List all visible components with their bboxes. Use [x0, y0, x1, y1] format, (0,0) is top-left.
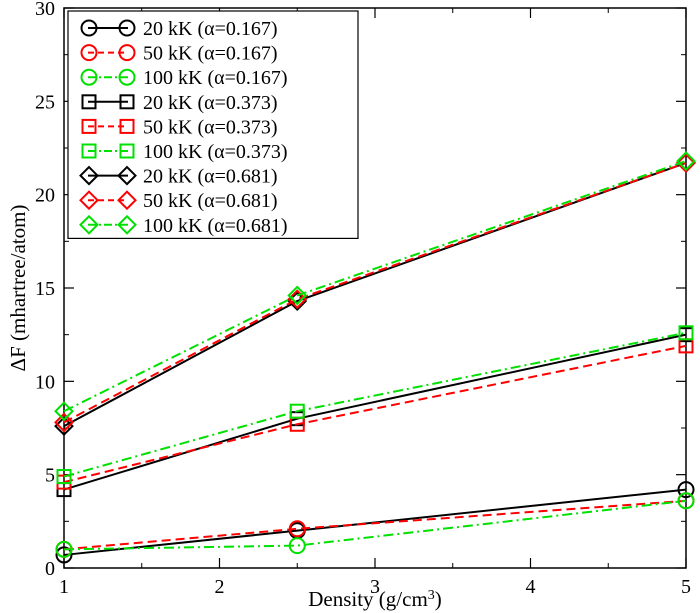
legend-label: 20 kK (α=0.373) — [143, 92, 278, 114]
legend-marker — [117, 214, 137, 235]
data-point — [678, 325, 694, 341]
series-6 — [56, 325, 694, 485]
legend-marker — [118, 44, 136, 62]
series-line — [63, 344, 687, 484]
series-line — [63, 499, 687, 551]
legend-label: 100 kK (α=0.167) — [143, 67, 288, 89]
x-axis-title-superscript: 3 — [428, 588, 435, 603]
legend-entry: 100 kK (α=0.373) — [81, 141, 288, 163]
x-tick-label: 1 — [59, 576, 69, 598]
legend-marker — [117, 165, 137, 186]
legend-marker — [119, 94, 135, 110]
legend-marker — [81, 118, 97, 134]
data-point — [54, 416, 74, 437]
series-4 — [56, 327, 694, 498]
y-tick-label: 25 — [35, 91, 55, 113]
legend: 20 kK (α=0.167)50 kK (α=0.167)100 kK (α=… — [67, 10, 359, 239]
data-point — [677, 492, 695, 510]
y-tick-label: 15 — [35, 278, 55, 300]
data-point — [676, 151, 696, 171]
legend-marker — [79, 165, 99, 186]
data-point — [676, 153, 696, 173]
series-line — [63, 488, 687, 556]
data-point — [55, 546, 73, 564]
legend-label: 50 kK (α=0.167) — [143, 43, 278, 65]
legend-marker — [117, 190, 137, 211]
y-tick-label: 30 — [35, 0, 55, 20]
legend-marker — [118, 68, 136, 86]
x-tick-label: 2 — [215, 576, 225, 598]
y-tick-label: 0 — [45, 558, 55, 580]
legend-label: 100 kK (α=0.681) — [143, 215, 288, 237]
legend-label: 50 kK (α=0.681) — [143, 190, 278, 212]
legend-label: 50 kK (α=0.373) — [143, 116, 278, 138]
series-8 — [54, 153, 696, 433]
data-point — [288, 537, 306, 555]
data-point — [677, 481, 695, 499]
legend-marker — [119, 118, 135, 134]
x-tick-label: 4 — [526, 576, 536, 598]
legend-entry: 100 kK (α=0.167) — [80, 67, 288, 89]
legend-entry: 20 kK (α=0.373) — [81, 92, 278, 114]
legend-entry: 20 kK (α=0.681) — [79, 165, 278, 188]
y-tick-label: 20 — [35, 185, 55, 207]
y-axis-title: ΔF (mhartree/atom) — [6, 205, 30, 372]
legend-marker — [119, 143, 135, 159]
series-line — [63, 161, 687, 424]
legend-label: 20 kK (α=0.167) — [143, 18, 278, 40]
data-point — [289, 403, 305, 419]
data-point — [54, 401, 74, 422]
x-tick-label: 3 — [370, 576, 380, 598]
series-5 — [56, 338, 694, 490]
data-point — [287, 285, 308, 306]
series-9 — [54, 151, 696, 422]
y-tick-label: 10 — [35, 371, 55, 393]
legend-entry: 50 kK (α=0.373) — [81, 116, 278, 138]
legend-entry: 20 kK (α=0.167) — [80, 18, 278, 40]
series-line — [63, 331, 687, 478]
legend-marker — [79, 214, 99, 235]
data-point — [287, 289, 308, 310]
legend-label: 20 kK (α=0.681) — [143, 166, 278, 188]
legend-marker — [81, 94, 97, 110]
data-point — [288, 520, 306, 538]
legend-marker — [81, 143, 97, 159]
x-axis-title: Density (g/cm3) — [308, 587, 442, 611]
series-layer — [54, 151, 696, 564]
y-tick-label: 5 — [45, 465, 55, 487]
legend-box — [67, 10, 359, 239]
legend-marker — [80, 68, 98, 86]
legend-marker — [80, 44, 98, 62]
legend-entry: 50 kK (α=0.167) — [80, 43, 278, 65]
series-line — [63, 160, 687, 413]
data-point — [54, 412, 74, 433]
legend-marker — [118, 19, 136, 37]
x-tick-label: 5 — [681, 576, 691, 598]
series-line — [63, 333, 687, 491]
series-line — [63, 499, 687, 551]
legend-entry: 50 kK (α=0.681) — [79, 190, 278, 212]
legend-marker — [79, 190, 99, 211]
legend-label: 100 kK (α=0.373) — [143, 141, 288, 163]
axis-ticks: 1 2 3 4 5 0 5 10 15 20 25 30 — [35, 0, 691, 598]
data-point — [56, 469, 72, 485]
legend-entry: 100 kK (α=0.681) — [79, 214, 288, 237]
data-point — [55, 540, 73, 558]
series-3 — [55, 492, 695, 558]
legend-marker — [80, 19, 98, 37]
